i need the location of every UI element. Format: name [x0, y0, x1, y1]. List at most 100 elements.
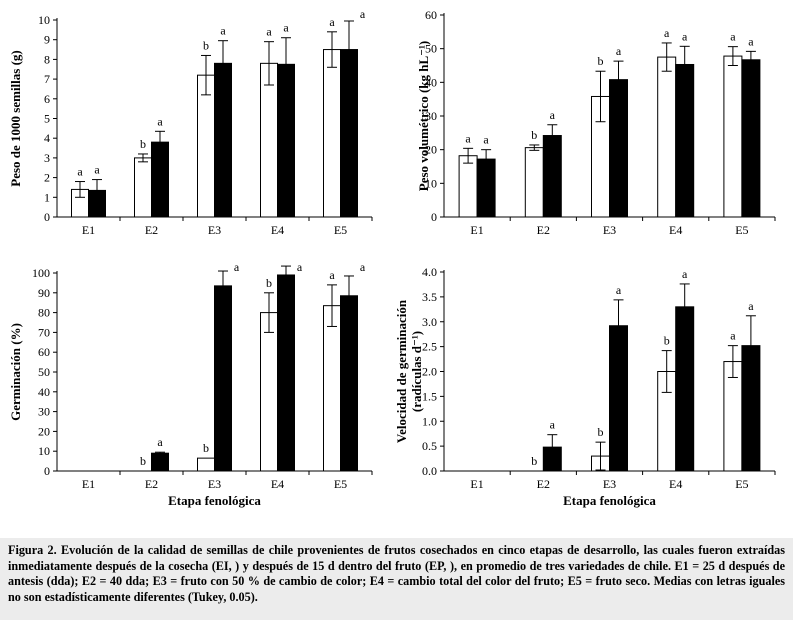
- velocidad-x-tick-label: E4: [669, 477, 682, 491]
- velocidad-significance-letter: b: [598, 425, 604, 439]
- germinacion-x-tick-label: E4: [271, 477, 284, 491]
- velocidad-x-tick-label: E5: [735, 477, 748, 491]
- pesovol-y-axis-title: Peso volumétrico (kg hL⁻¹): [416, 41, 431, 192]
- germinacion-y-tick-label: 90: [38, 286, 50, 300]
- pesovol-significance-letter: a: [616, 44, 622, 58]
- peso1000-x-tick-label: E2: [145, 223, 158, 237]
- velocidad-y-axis-title: (radículas d⁻¹): [409, 331, 424, 412]
- peso1000-y-tick-label: 3: [44, 151, 50, 165]
- germinacion-y-tick-label: 50: [38, 365, 50, 379]
- peso1000-bar-ei-e4: [260, 62, 278, 218]
- germinacion-significance-letter: b: [266, 276, 272, 290]
- pesovol-significance-letter: a: [682, 29, 688, 43]
- velocidad-significance-letter: b: [531, 454, 537, 468]
- germinacion-x-tick-label: E5: [334, 477, 347, 491]
- peso1000-y-tick-label: 4: [44, 131, 50, 145]
- pesovol-significance-letter: a: [748, 34, 754, 48]
- velocidad-y-axis-title: Velocidad de germinación: [394, 299, 409, 443]
- peso1000-y-tick-label: 10: [38, 13, 50, 27]
- pesovol-bar-ep-e2: [542, 135, 562, 218]
- pesovol-bar-ei-e1: [458, 155, 478, 218]
- velocidad-y-tick-label: 3.0: [422, 315, 437, 329]
- germinacion-y-tick-label: 40: [38, 385, 50, 399]
- peso1000-y-tick-label: 2: [44, 171, 50, 185]
- pesovol-bar-ep-e4: [675, 63, 695, 218]
- velocidad-y-tick-label: 0.5: [422, 439, 437, 453]
- peso1000-x-tick-label: E5: [334, 223, 347, 237]
- velocidad-x-axis-title: Etapa fenológica: [563, 493, 656, 508]
- pesovol-y-tick-label: 60: [425, 8, 437, 22]
- pesovol-y-tick-label: 50: [425, 42, 437, 56]
- peso1000-y-axis-title: Peso de 1000 semillas (g): [8, 50, 23, 186]
- germinacion-significance-letter: a: [234, 260, 240, 274]
- germinacion-bar-ei-e3: [197, 457, 215, 472]
- peso1000-x-tick-label: E4: [271, 223, 284, 237]
- pesovol-significance-letter: b: [531, 128, 537, 142]
- velocidad-significance-letter: a: [682, 267, 688, 281]
- pesovol-x-tick-label: E4: [669, 223, 682, 237]
- germinacion-x-tick-label: E3: [208, 477, 221, 491]
- pesovol-x-tick-label: E2: [537, 223, 550, 237]
- peso1000-y-tick-label: 5: [44, 112, 50, 126]
- peso1000-significance-letter: a: [283, 21, 289, 35]
- peso1000-significance-letter: a: [360, 7, 366, 21]
- peso1000-bar-ei-e3: [197, 74, 215, 218]
- germinacion-bar-ei-e4: [260, 312, 278, 472]
- peso1000-y-tick-label: 8: [44, 52, 50, 66]
- germinacion-bar-ep-e2: [151, 452, 169, 472]
- germinacion-significance-letter: a: [157, 435, 163, 449]
- figure-panels: 0 1 2 3 4 5 6 7 8 9 10 E1 E2 E3 E4 E5 Peso de 1000 semil…: [8, 7, 776, 508]
- germinacion-y-axis-title: Germinación (%): [8, 323, 23, 421]
- pesovol-significance-letter: b: [598, 54, 604, 68]
- germinacion-x-tick-label: E2: [145, 477, 158, 491]
- velocidad-bar-ep-e4: [675, 306, 695, 472]
- velocidad-significance-letter: a: [616, 283, 622, 297]
- peso1000-significance-letter: a: [77, 165, 83, 179]
- germinacion-significance-letter: a: [329, 268, 335, 282]
- peso1000-bar-ei-e5: [323, 49, 341, 218]
- germinacion-significance-letter: a: [297, 260, 303, 274]
- pesovol-x-tick-label: E1: [470, 223, 483, 237]
- germinacion-y-tick-label: 10: [38, 444, 50, 458]
- germinacion-bar-ep-e4: [277, 274, 295, 472]
- germinacion-y-tick-label: 60: [38, 345, 50, 359]
- germinacion-x-tick-label: E1: [82, 477, 95, 491]
- pesovol-x-tick-label: E5: [735, 223, 748, 237]
- pesovol-x-tick-label: E3: [603, 223, 616, 237]
- peso1000-significance-letter: a: [157, 114, 163, 128]
- velocidad-significance-letter: a: [550, 418, 556, 432]
- germinacion-significance-letter: b: [203, 441, 209, 455]
- pesovol-y-tick-label: 0: [431, 210, 437, 224]
- pesovol-y-tick-label: 30: [425, 109, 437, 123]
- pesovol-significance-letter: a: [730, 30, 736, 44]
- pesovol-y-tick-label: 10: [425, 176, 437, 190]
- peso1000-x-tick-label: E1: [82, 223, 95, 237]
- germinacion-bar-ep-e5: [340, 295, 358, 472]
- peso1000-significance-letter: a: [329, 15, 335, 29]
- velocidad-y-tick-label: 0.0: [422, 464, 437, 478]
- peso1000-y-tick-label: 9: [44, 33, 50, 47]
- pesovol-bar-ei-e2: [524, 147, 544, 218]
- germinacion-x-axis-title: Etapa fenológica: [168, 493, 261, 508]
- pesovol-bar-ei-e5: [723, 55, 743, 218]
- germinacion-significance-letter: b: [140, 454, 146, 468]
- pesovol-significance-letter: a: [465, 131, 471, 145]
- peso1000-y-tick-label: 6: [44, 92, 50, 106]
- germinacion-y-tick-label: 20: [38, 424, 50, 438]
- peso1000-y-tick-label: 0: [44, 210, 50, 224]
- velocidad-y-tick-label: 1.0: [422, 414, 437, 428]
- pesovol-significance-letter: a: [664, 26, 670, 40]
- peso1000-significance-letter: a: [266, 25, 272, 39]
- peso1000-significance-letter: b: [203, 38, 209, 52]
- peso1000-significance-letter: a: [220, 24, 226, 38]
- peso1000-significance-letter: a: [94, 163, 100, 177]
- velocidad-y-tick-label: 2.5: [422, 340, 437, 354]
- velocidad-x-tick-label: E2: [537, 477, 550, 491]
- velocidad-significance-letter: b: [664, 334, 670, 348]
- velocidad-significance-letter: a: [730, 329, 736, 343]
- figure-caption: Figura 2. Evolución de la calidad de sem…: [0, 538, 793, 620]
- germinacion-bar-ep-e3: [214, 285, 232, 472]
- pesovol-significance-letter: a: [550, 108, 556, 122]
- velocidad-y-tick-label: 3.5: [422, 290, 437, 304]
- germinacion-y-tick-label: 100: [32, 266, 50, 280]
